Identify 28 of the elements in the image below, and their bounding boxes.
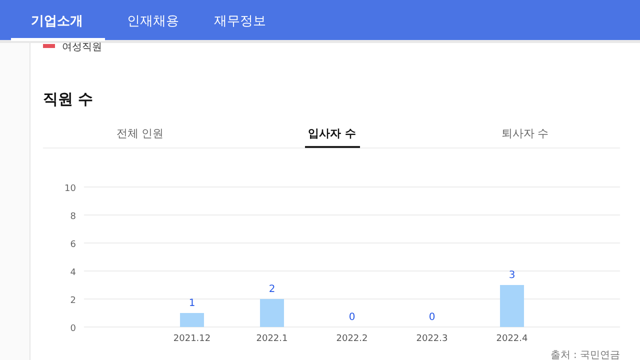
- text: 입사자 수: [308, 127, 356, 140]
- bar: [180, 313, 204, 327]
- data-label: 2: [268, 284, 276, 295]
- data-label: 3: [508, 270, 516, 281]
- source-note: 출처 : 국민연금: [550, 350, 620, 360]
- text: 인재채용: [127, 14, 179, 29]
- bar: [260, 299, 284, 327]
- y-tick-label: 8: [70, 212, 76, 222]
- bar: [500, 285, 524, 327]
- text: 전체 인원: [116, 127, 164, 140]
- text: 퇴사자 수: [501, 127, 549, 140]
- x-tick-label: 2022.1: [256, 334, 288, 344]
- x-tick-label: 2022.2: [336, 334, 368, 344]
- y-tick-label: 2: [70, 296, 76, 306]
- y-tick-label: 4: [70, 268, 76, 278]
- x-tick-label: 2022.4: [496, 334, 528, 344]
- x-tick-label: 2022.3: [416, 334, 448, 344]
- text: 여성직원: [62, 42, 102, 53]
- data-label: 1: [188, 298, 196, 309]
- data-label: 0: [428, 312, 436, 323]
- y-tick-label: 6: [70, 240, 76, 250]
- text: 재무정보: [214, 14, 266, 29]
- y-tick-label: 0: [70, 324, 76, 334]
- chart-title: 직원 수: [43, 90, 94, 108]
- x-tick-label: 2021.12: [173, 334, 211, 344]
- text: 기업소개: [31, 14, 83, 29]
- y-tick-label: 10: [64, 184, 76, 194]
- data-label: 0: [348, 312, 356, 323]
